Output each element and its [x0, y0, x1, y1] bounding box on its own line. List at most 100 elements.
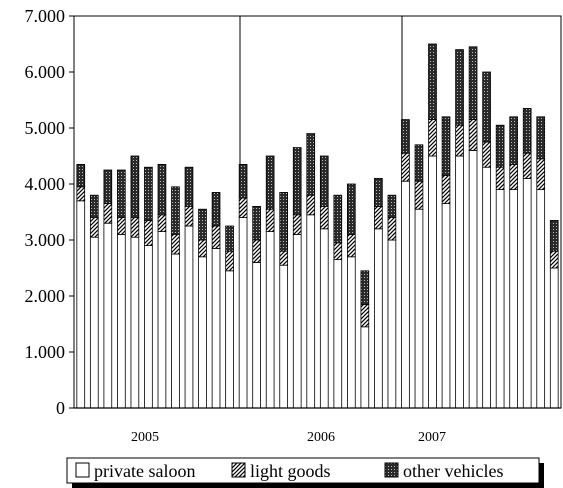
- bar-segment: [144, 166, 153, 221]
- bar-segment: [171, 233, 180, 255]
- legend-label: other vehicles: [403, 461, 503, 481]
- bar-segment: [360, 270, 370, 305]
- bar-segment: [495, 189, 505, 409]
- bar-segment: [225, 225, 234, 252]
- y-tick-label: 3.000: [25, 230, 66, 250]
- bar-segment: [171, 253, 180, 409]
- year-label: 2007: [418, 430, 446, 445]
- bar-segment: [265, 155, 275, 210]
- bar-segment: [225, 270, 234, 409]
- bar-segment: [292, 147, 302, 216]
- bar-segment: [549, 250, 559, 269]
- bar-segment: [414, 208, 424, 409]
- bar-segment: [171, 186, 180, 235]
- bar-segment: [428, 43, 437, 120]
- bar-segment: [333, 242, 343, 261]
- y-tick-label: 6.000: [25, 62, 66, 82]
- bar-segment: [360, 303, 370, 328]
- bars-group: [76, 43, 559, 409]
- bar-segment: [441, 175, 451, 205]
- y-tick-label: 1.000: [25, 342, 66, 362]
- bar-segment: [103, 169, 113, 204]
- bar-segment: [211, 225, 221, 249]
- bar-segment: [292, 233, 302, 409]
- bar-segment: [198, 239, 207, 258]
- legend-label: private saloon: [94, 461, 195, 481]
- bar-segment: [76, 200, 86, 409]
- bar-segment: [279, 264, 289, 409]
- bar-segment: [117, 169, 126, 218]
- bar-segment: [184, 205, 194, 227]
- y-axis-tick-labels: 0 1.000 2.000 3.000 4.000 5.000 6.000 7.000: [25, 6, 74, 418]
- legend-swatch: [231, 462, 246, 478]
- bar-segment: [509, 189, 518, 409]
- bar-segment: [468, 46, 478, 121]
- bar-segment: [374, 228, 383, 409]
- bar-segment: [117, 217, 126, 235]
- bar-segment: [387, 239, 397, 409]
- bar-segment: [441, 116, 451, 177]
- bar-segment: [265, 208, 275, 232]
- bar-segment: [414, 180, 424, 210]
- y-tick-label: 5.000: [25, 118, 66, 138]
- bar-segment: [374, 205, 383, 230]
- bar-segment: [346, 256, 356, 409]
- bar-segment: [495, 124, 505, 168]
- bar-segment: [238, 217, 248, 409]
- bar-segment: [319, 155, 329, 207]
- legend-swatch: [75, 462, 90, 478]
- bar-segment: [76, 186, 86, 202]
- bar-segment: [387, 194, 397, 218]
- bar-segment: [536, 116, 546, 160]
- bar-segment: [157, 231, 167, 409]
- bar-segment: [428, 119, 437, 157]
- bar-segment: [482, 71, 491, 143]
- bar-segment: [252, 261, 261, 409]
- bar-segment: [252, 205, 261, 241]
- bar-segment: [89, 236, 99, 409]
- bar-segment: [346, 233, 356, 258]
- bar-segment: [144, 219, 153, 246]
- bar-segment: [401, 180, 410, 409]
- bar-segment: [144, 245, 153, 409]
- year-label: 2005: [131, 430, 159, 445]
- bar-segment: [130, 236, 140, 409]
- bar-segment: [333, 259, 343, 409]
- bar-segment: [211, 247, 221, 409]
- bar-segment: [103, 222, 113, 409]
- bar-segment: [482, 166, 491, 409]
- bar-segment: [522, 152, 532, 179]
- bar-segment: [76, 163, 86, 188]
- bar-segment: [468, 119, 478, 151]
- bar-segment: [549, 267, 559, 409]
- bar-segment: [374, 177, 383, 207]
- bar-segment: [549, 219, 559, 252]
- bar-segment: [509, 163, 518, 190]
- bar-segment: [225, 250, 234, 272]
- bar-segment: [387, 217, 397, 241]
- bar-segment: [509, 116, 518, 165]
- bar-segment: [306, 214, 316, 409]
- x-axis-year-labels: 2005 2006 2007: [131, 430, 446, 445]
- bar-segment: [265, 231, 275, 409]
- legend-box: [66, 457, 540, 484]
- bar-segment: [401, 119, 410, 154]
- bar-segment: [401, 152, 410, 182]
- bar-segment: [89, 217, 99, 238]
- bar-segment: [455, 155, 464, 409]
- bar-segment: [279, 250, 289, 266]
- bar-segment: [306, 194, 316, 216]
- bar-segment: [441, 203, 451, 409]
- bar-segment: [414, 144, 424, 182]
- legend: private saloon light goods other vehicles: [66, 457, 544, 488]
- y-tick-label: 7.000: [25, 6, 66, 26]
- bar-segment: [211, 191, 221, 227]
- y-tick-label: 4.000: [25, 174, 66, 194]
- bar-segment: [238, 197, 248, 219]
- y-tick-label: 0: [56, 398, 65, 418]
- bar-segment: [89, 194, 99, 218]
- bar-segment: [103, 203, 113, 224]
- bar-segment: [346, 183, 356, 235]
- bar-segment: [522, 108, 532, 154]
